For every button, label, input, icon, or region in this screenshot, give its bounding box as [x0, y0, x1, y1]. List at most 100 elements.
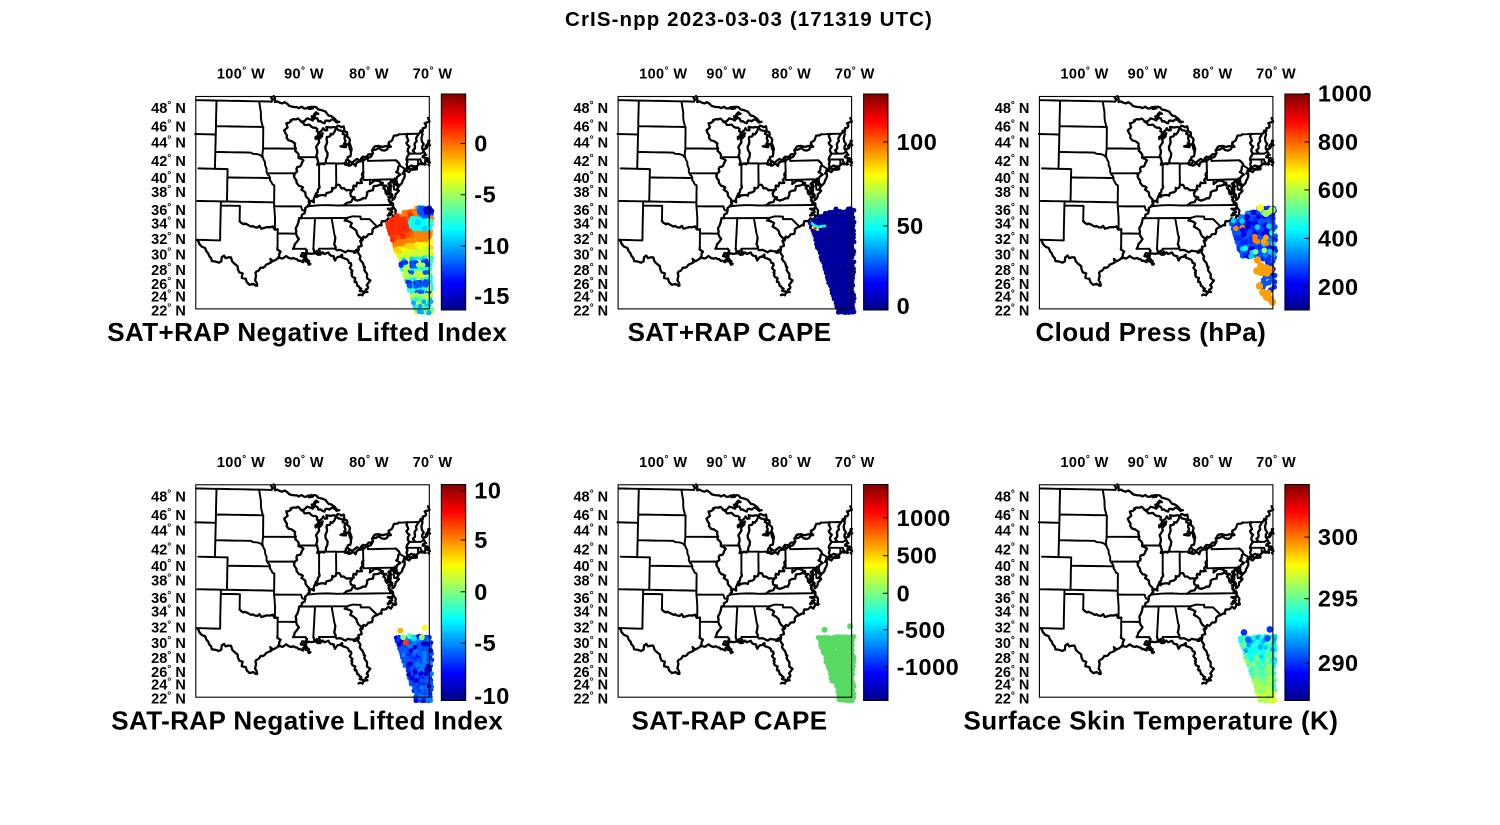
svg-text:26° N: 26° N [573, 276, 608, 293]
svg-text:34° N: 34° N [151, 215, 186, 232]
svg-text:0: 0 [474, 579, 488, 605]
svg-text:28° N: 28° N [995, 650, 1030, 667]
svg-text:22° N: 22° N [995, 691, 1030, 708]
svg-text:40° N: 40° N [573, 170, 608, 187]
svg-text:300: 300 [1318, 524, 1359, 550]
svg-text:30° N: 30° N [995, 247, 1030, 264]
svg-text:48° N: 48° N [995, 488, 1030, 505]
svg-text:46° N: 46° N [151, 119, 186, 136]
svg-text:38° N: 38° N [573, 572, 608, 589]
svg-text:5: 5 [474, 527, 488, 553]
svg-text:70° W: 70° W [835, 454, 875, 471]
svg-text:100° W: 100° W [1060, 454, 1108, 471]
svg-text:90° W: 90° W [706, 66, 746, 83]
svg-text:80° W: 80° W [771, 66, 811, 83]
svg-text:32° N: 32° N [151, 620, 186, 637]
svg-text:90° W: 90° W [1128, 66, 1168, 83]
svg-text:80° W: 80° W [349, 454, 389, 471]
svg-text:100° W: 100° W [217, 454, 265, 471]
svg-text:50: 50 [897, 213, 924, 239]
svg-text:-5: -5 [474, 182, 496, 208]
svg-text:30° N: 30° N [573, 247, 608, 264]
svg-text:38° N: 38° N [995, 184, 1030, 201]
svg-text:38° N: 38° N [151, 184, 186, 201]
svg-text:1000: 1000 [1318, 81, 1372, 107]
svg-text:22° N: 22° N [573, 691, 608, 708]
svg-text:295: 295 [1318, 586, 1359, 612]
svg-text:24° N: 24° N [995, 677, 1030, 694]
svg-text:CrIS-npp 2023-03-03 (171319 UT: CrIS-npp 2023-03-03 (171319 UTC) [565, 8, 933, 31]
svg-text:80° W: 80° W [349, 66, 389, 83]
svg-text:70° W: 70° W [835, 66, 875, 83]
svg-text:30° N: 30° N [573, 635, 608, 652]
svg-text:80° W: 80° W [771, 454, 811, 471]
svg-text:-500: -500 [897, 617, 946, 643]
svg-text:48° N: 48° N [573, 488, 608, 505]
svg-text:90° W: 90° W [1128, 454, 1168, 471]
svg-text:36° N: 36° N [995, 590, 1030, 607]
svg-text:42° N: 42° N [573, 541, 608, 558]
svg-text:70° W: 70° W [1256, 454, 1296, 471]
svg-text:38° N: 38° N [995, 572, 1030, 589]
svg-text:46° N: 46° N [995, 507, 1030, 524]
svg-text:48° N: 48° N [151, 488, 186, 505]
svg-text:28° N: 28° N [573, 650, 608, 667]
svg-text:44° N: 44° N [995, 523, 1030, 540]
svg-text:-1000: -1000 [897, 654, 960, 680]
svg-text:32° N: 32° N [151, 231, 186, 248]
svg-text:40° N: 40° N [151, 170, 186, 187]
svg-text:46° N: 46° N [995, 119, 1030, 136]
svg-text:28° N: 28° N [151, 650, 186, 667]
svg-text:38° N: 38° N [151, 572, 186, 589]
svg-text:28° N: 28° N [573, 262, 608, 279]
svg-text:38° N: 38° N [573, 184, 608, 201]
svg-text:28° N: 28° N [151, 262, 186, 279]
svg-text:28° N: 28° N [995, 262, 1030, 279]
svg-text:42° N: 42° N [151, 153, 186, 170]
svg-text:290: 290 [1318, 650, 1359, 676]
svg-text:26° N: 26° N [151, 276, 186, 293]
svg-text:100° W: 100° W [639, 66, 687, 83]
svg-text:400: 400 [1318, 225, 1359, 251]
svg-text:30° N: 30° N [151, 635, 186, 652]
svg-text:-15: -15 [474, 283, 509, 309]
svg-text:34° N: 34° N [573, 215, 608, 232]
svg-text:42° N: 42° N [573, 153, 608, 170]
svg-text:44° N: 44° N [573, 523, 608, 540]
svg-text:70° W: 70° W [413, 66, 453, 83]
svg-text:34° N: 34° N [995, 215, 1030, 232]
svg-text:80° W: 80° W [1193, 66, 1233, 83]
svg-text:1000: 1000 [897, 505, 951, 531]
svg-text:44° N: 44° N [573, 134, 608, 151]
svg-text:26° N: 26° N [151, 664, 186, 681]
svg-text:22° N: 22° N [995, 302, 1030, 319]
svg-text:42° N: 42° N [995, 541, 1030, 558]
svg-text:24° N: 24° N [573, 677, 608, 694]
svg-text:24° N: 24° N [995, 288, 1030, 305]
svg-text:90° W: 90° W [706, 454, 746, 471]
svg-text:90° W: 90° W [284, 454, 324, 471]
svg-text:100° W: 100° W [217, 66, 265, 83]
svg-text:0: 0 [474, 130, 488, 156]
svg-text:26° N: 26° N [995, 276, 1030, 293]
svg-text:100: 100 [897, 129, 938, 155]
svg-text:32° N: 32° N [995, 231, 1030, 248]
svg-text:30° N: 30° N [151, 247, 186, 264]
svg-text:46° N: 46° N [151, 507, 186, 524]
svg-text:40° N: 40° N [995, 170, 1030, 187]
svg-text:10: 10 [474, 478, 501, 504]
svg-text:70° W: 70° W [413, 454, 453, 471]
svg-text:44° N: 44° N [995, 134, 1030, 151]
svg-text:0: 0 [897, 580, 911, 606]
svg-text:48° N: 48° N [151, 100, 186, 117]
svg-text:SAT-RAP Negative Lifted Index: SAT-RAP Negative Lifted Index [111, 705, 503, 735]
svg-text:-5: -5 [474, 630, 496, 656]
svg-text:100° W: 100° W [1060, 66, 1108, 83]
svg-text:500: 500 [897, 543, 938, 569]
svg-text:24° N: 24° N [573, 288, 608, 305]
svg-text:32° N: 32° N [573, 231, 608, 248]
svg-text:26° N: 26° N [573, 664, 608, 681]
svg-text:36° N: 36° N [573, 590, 608, 607]
svg-text:100° W: 100° W [639, 454, 687, 471]
svg-text:SAT-RAP CAPE: SAT-RAP CAPE [632, 705, 828, 735]
